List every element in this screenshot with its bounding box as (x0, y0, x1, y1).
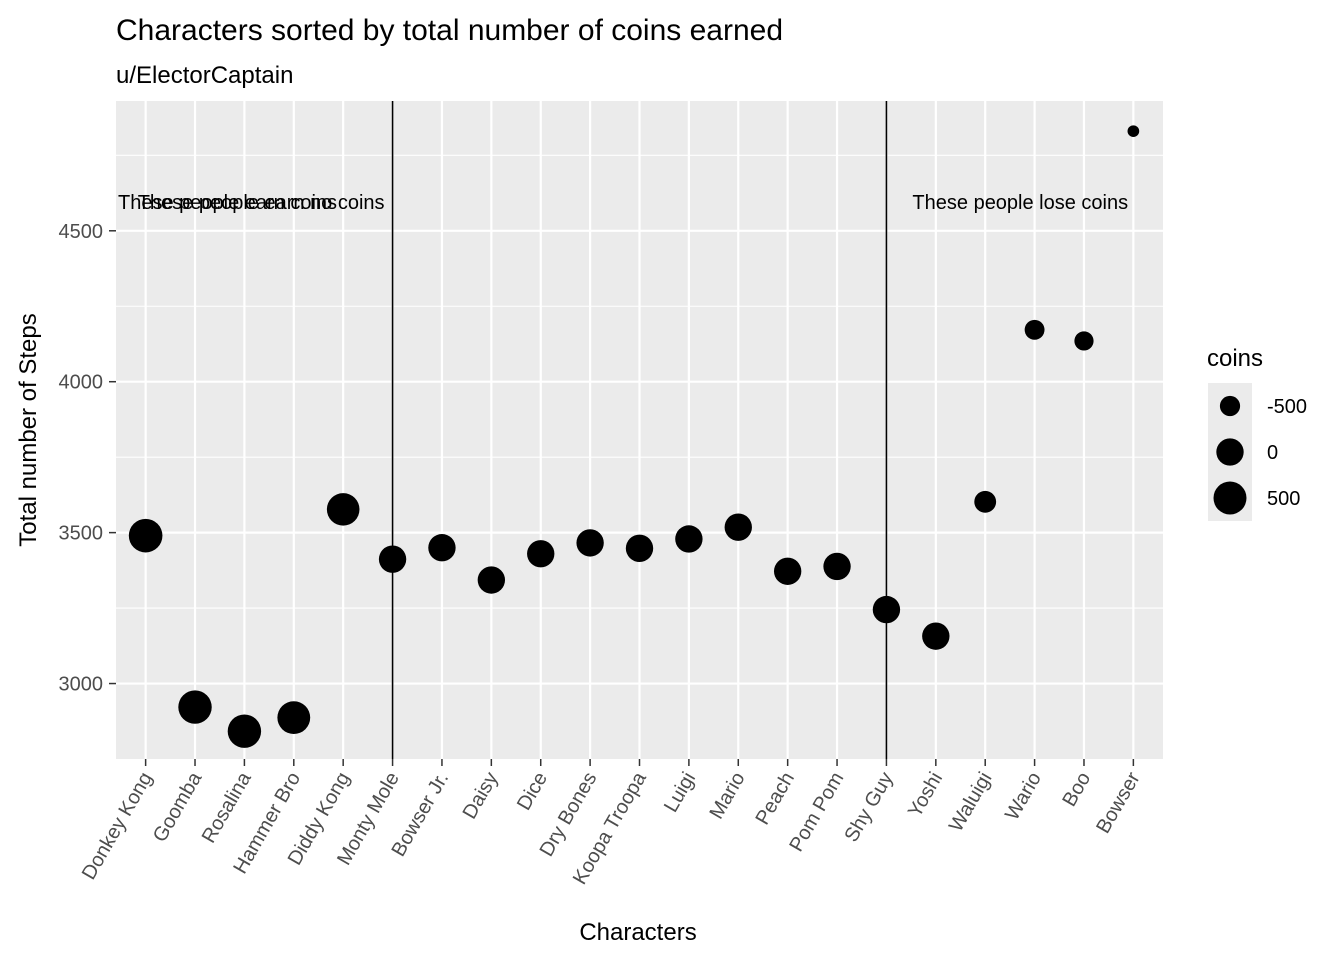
legend: coins -500 0 500 (1207, 345, 1307, 521)
divider-lines (391, 101, 888, 759)
annotation-text: These people earn coins (118, 192, 337, 214)
grid-major (116, 101, 1163, 759)
data-point (724, 513, 752, 541)
chart-title: Characters sorted by total number of coi… (116, 14, 783, 47)
data-point (326, 493, 360, 526)
legend-items: -500 0 500 (1208, 383, 1307, 521)
x-tick-label: Luigi (660, 769, 700, 817)
data-points (128, 125, 1140, 748)
x-tick-label: Shy Guy (840, 769, 897, 846)
y-axis: 3000 3500 4000 4500 (59, 221, 116, 696)
data-point (1127, 125, 1140, 138)
x-tick-label: Mario (706, 769, 750, 823)
y-tick-label: 4500 (59, 221, 104, 243)
legend-label: 0 (1267, 442, 1278, 464)
legend-symbol (1213, 481, 1247, 515)
data-point (1074, 331, 1094, 351)
data-point (675, 525, 703, 553)
data-point (576, 529, 604, 557)
data-point (178, 690, 212, 724)
chart-subtitle: u/ElectorCaptain (116, 62, 293, 89)
data-point (974, 490, 997, 513)
y-axis-title: Total number of Steps (15, 313, 42, 546)
legend-label: -500 (1267, 396, 1307, 418)
data-point (1024, 319, 1045, 340)
x-tick-label: Waluigi (945, 769, 996, 836)
data-point (477, 566, 506, 594)
annotation-text: These people earn no coins (138, 192, 385, 214)
data-point (527, 540, 555, 568)
y-tick-label: 4000 (59, 372, 104, 394)
x-tick-label: Daisy (459, 769, 503, 823)
x-tick-label: Donkey Kong (78, 769, 157, 884)
x-tick-label: Dice (513, 769, 552, 815)
x-tick-label: Peach (752, 769, 799, 829)
data-point (773, 557, 802, 585)
data-point (823, 552, 851, 581)
legend-label: 500 (1267, 488, 1300, 510)
data-point (277, 701, 311, 735)
y-tick-label: 3500 (59, 523, 104, 545)
x-tick-label: Boo (1058, 769, 1095, 811)
legend-symbol (1219, 395, 1241, 417)
x-tick-label: Wario (1001, 769, 1046, 825)
y-tick-label: 3000 (59, 674, 104, 696)
x-axis-title: Characters (579, 919, 696, 946)
legend-title: coins (1207, 345, 1263, 372)
annotation-text: These people lose coins (912, 192, 1128, 214)
data-point (128, 518, 163, 553)
data-point (872, 595, 901, 624)
data-point (428, 534, 456, 562)
data-point (227, 714, 262, 748)
legend-symbol (1216, 438, 1244, 466)
x-tick-label: Yoshi (904, 769, 947, 822)
data-point (378, 545, 407, 573)
data-point (922, 622, 950, 650)
x-tick-label: Bowser (1092, 768, 1145, 837)
data-point (625, 534, 654, 563)
